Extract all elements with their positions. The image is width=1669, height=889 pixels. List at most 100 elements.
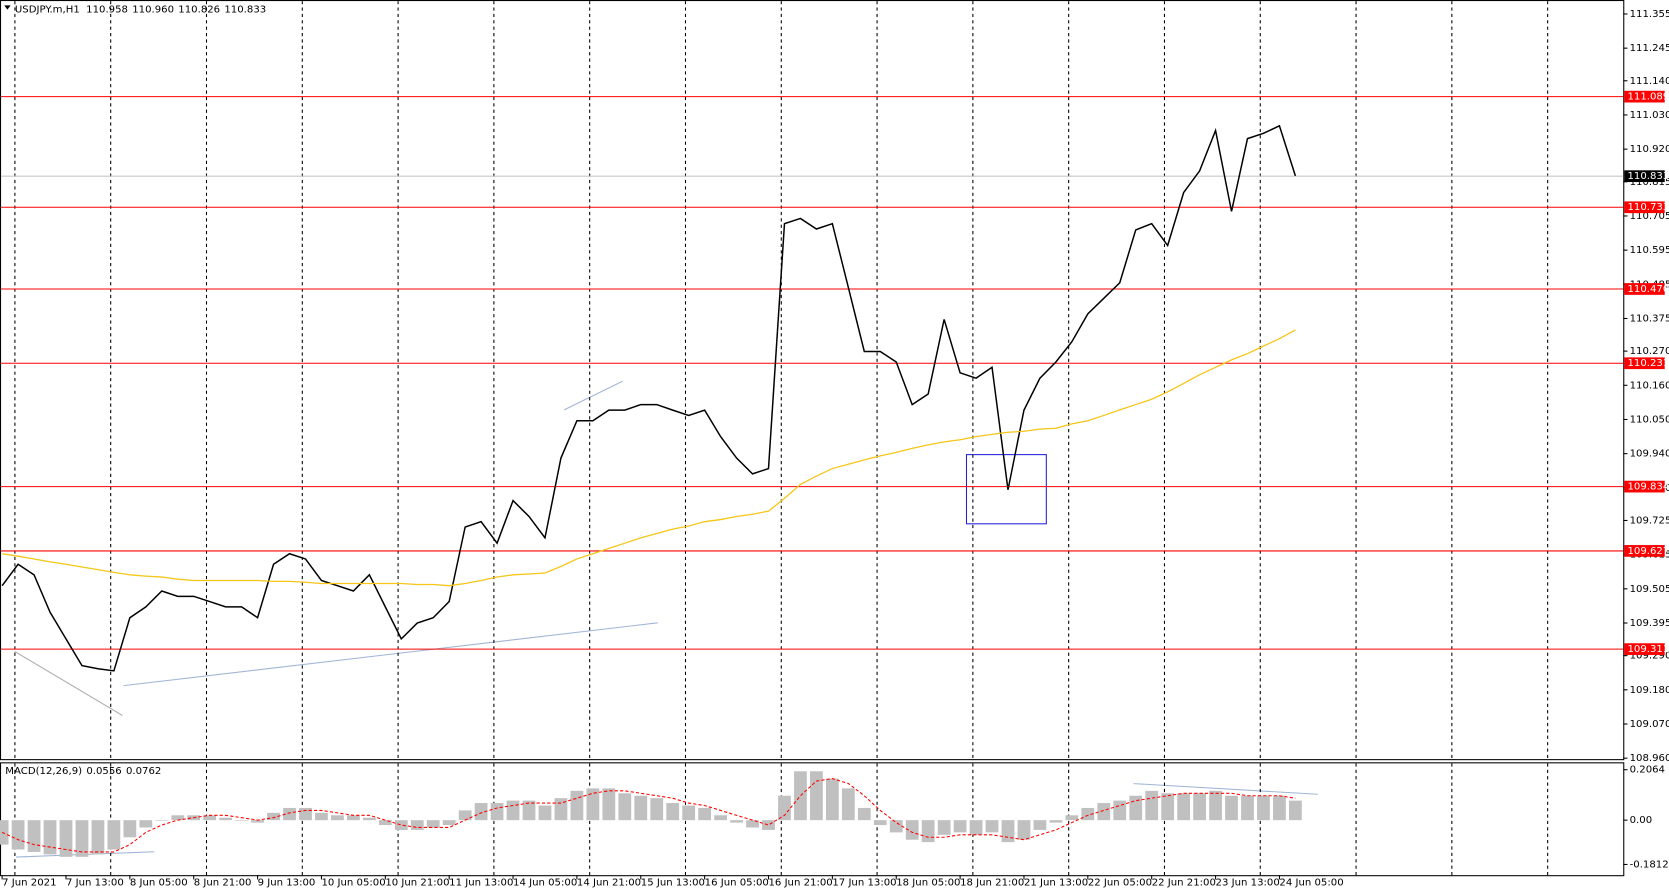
last-price-box (1624, 170, 1665, 183)
y-tick-label: 109.290 (1630, 651, 1669, 662)
macd-bar (1065, 815, 1079, 821)
y-tick-label: 110.050 (1630, 414, 1669, 425)
macd-bar (27, 820, 41, 852)
macd-bar (0, 820, 9, 845)
macd-bar (1097, 803, 1111, 821)
low: 110.826 (178, 5, 220, 16)
y-tick-label: 0.00 (1630, 815, 1653, 826)
level-label: 109.627 (1627, 546, 1669, 557)
level-label: 109.311 (1627, 644, 1669, 655)
macd-bar (458, 810, 472, 821)
x-tick-label: 22 Jun 05:00 (1088, 878, 1152, 889)
macd-bar (905, 820, 919, 840)
macd-title: MACD(12,26,9) (5, 766, 82, 777)
macd-bar (714, 815, 727, 821)
macd-bar (1161, 793, 1175, 821)
level-label: 111.089 (1627, 92, 1669, 103)
macd-bar (554, 798, 568, 821)
symbol-header: USDJPY.m,H1 110.958 110.960 110.826 110.833 (15, 5, 266, 16)
x-tick-label: 8 Jun 05:00 (130, 878, 188, 889)
y-tick-label: 110.160 (1630, 380, 1669, 391)
y-tick-label: 111.245 (1630, 43, 1669, 54)
moving-average (2, 329, 1296, 587)
macd-bar (1273, 795, 1286, 821)
macd-bar (1209, 790, 1222, 821)
macd-header: MACD(12,26,9) 0.0556 0.0762 (5, 766, 161, 777)
x-tick-label: 16 Jun 05:00 (705, 878, 769, 889)
macd-bar (139, 820, 153, 828)
x-tick-label: 10 Jun 21:00 (385, 878, 449, 889)
y-tick-label: 109.725 (1630, 515, 1669, 526)
macd-bar (538, 805, 552, 821)
level-label-box (1624, 545, 1665, 557)
level-label-box (1624, 643, 1665, 655)
macd-bar (1193, 793, 1206, 821)
macd-bar (315, 812, 328, 821)
x-tick-label: 7 Jun 13:00 (66, 878, 124, 889)
y-tick-label: 109.940 (1630, 449, 1669, 460)
macd-bar (123, 820, 137, 838)
macd-bar (331, 815, 344, 821)
macd-bar (490, 803, 504, 821)
x-tick-label: 21 Jun 13:00 (1024, 878, 1088, 889)
x-tick-label: 9 Jun 13:00 (258, 878, 316, 889)
macd-signal-value: 0.0762 (126, 766, 161, 777)
macd-bar (762, 820, 775, 830)
y-tick-label: 111.355 (1630, 9, 1669, 20)
macd-bar (682, 805, 696, 821)
trend-line (563, 380, 623, 411)
y-tick-label: 111.030 (1630, 110, 1669, 121)
macd-bar (602, 788, 616, 821)
macd-bar (746, 820, 759, 828)
macd-bar (1001, 820, 1015, 843)
macd-bar (810, 771, 823, 821)
level-label: 110.733 (1627, 202, 1669, 213)
x-tick-label: 16 Jun 21:00 (769, 878, 833, 889)
macd-bar (825, 778, 839, 821)
x-tick-label: 14 Jun 21:00 (577, 878, 641, 889)
macd-bar (43, 820, 57, 855)
x-tick-label: 14 Jun 05:00 (513, 878, 577, 889)
level-label-box (1624, 480, 1665, 493)
macd-bar (778, 795, 791, 821)
menu-arrow[interactable] (4, 5, 11, 10)
macd-bar (634, 795, 648, 821)
level-label: 110.470 (1627, 284, 1669, 295)
x-tick-label: 8 Jun 21:00 (194, 878, 252, 889)
macd-bar (1257, 795, 1270, 821)
macd-bar (698, 807, 712, 821)
y-tick-label: 110.375 (1630, 313, 1669, 324)
y-tick-label: 109.505 (1630, 584, 1669, 595)
macd-bar (251, 820, 264, 823)
macd-bar (522, 800, 536, 821)
x-tick-label: 17 Jun 13:00 (832, 878, 896, 889)
close: 110.833 (224, 5, 266, 16)
macd-bar (794, 771, 807, 821)
macd-bar (442, 820, 456, 826)
macd-bar (346, 815, 360, 821)
macd-bar (75, 820, 89, 857)
highlight-box (965, 454, 1047, 525)
macd-bar (841, 788, 855, 821)
x-tick-label: 10 Jun 05:00 (321, 878, 385, 889)
macd-bar (506, 800, 520, 821)
macd-bar (171, 815, 185, 821)
y-tick-label: 109.070 (1630, 719, 1669, 730)
macd-bar (267, 812, 280, 821)
macd-bar (889, 820, 903, 833)
macd-bar (1017, 820, 1031, 840)
macd-bar (730, 820, 743, 823)
macd-bar (107, 820, 121, 850)
macd-bar (155, 820, 169, 821)
macd-bar (857, 807, 871, 821)
macd-bar (618, 793, 632, 821)
macd-bar (203, 815, 217, 821)
macd-bar (394, 820, 408, 830)
last-price-label: 110.833 (1627, 171, 1669, 182)
macd-bar (1145, 790, 1159, 821)
x-tick-label: 18 Jun 21:00 (960, 878, 1024, 889)
open: 110.958 (86, 5, 128, 16)
symbol: USDJPY.m,H1 (15, 5, 80, 16)
